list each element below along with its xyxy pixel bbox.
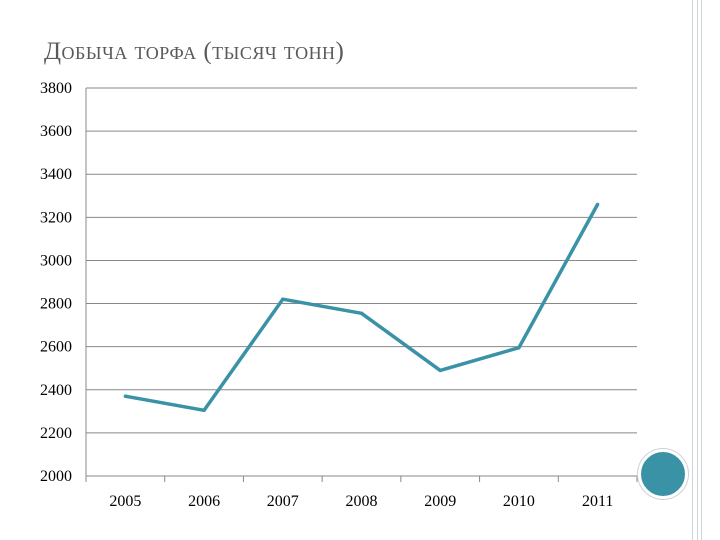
frame-line [697, 0, 698, 540]
y-tick-label: 3400 [40, 166, 72, 183]
y-tick-label: 3000 [40, 252, 72, 269]
y-tick-label: 2400 [40, 382, 72, 399]
y-tick-label: 2200 [40, 425, 72, 442]
data-point [281, 297, 285, 301]
x-tick-label: 2009 [424, 493, 456, 510]
data-point [202, 408, 206, 412]
x-tick-label: 2008 [346, 493, 378, 510]
x-tick-label: 2011 [582, 493, 613, 510]
x-tick-label: 2005 [109, 493, 141, 510]
y-tick-label: 2000 [40, 468, 72, 485]
data-point [359, 311, 364, 315]
data-point [438, 368, 442, 373]
y-tick-label: 3200 [40, 209, 72, 226]
y-tick-label: 3800 [40, 80, 72, 97]
data-point [595, 202, 600, 207]
data-point [123, 394, 128, 398]
series-line [125, 203, 600, 413]
decorative-circle [638, 449, 688, 499]
y-tick-label: 3600 [40, 123, 72, 140]
x-tick-label: 2007 [267, 493, 299, 510]
y-tick-label: 2600 [40, 339, 72, 356]
data-point [517, 346, 521, 350]
x-tick-label: 2006 [188, 493, 220, 510]
frame-line [701, 0, 702, 540]
frame-line [692, 0, 693, 540]
y-tick-label: 2800 [40, 296, 72, 313]
x-tick-label: 2010 [503, 493, 535, 510]
slide-title: Добыча торфа (тысяч тонн) [44, 38, 345, 65]
